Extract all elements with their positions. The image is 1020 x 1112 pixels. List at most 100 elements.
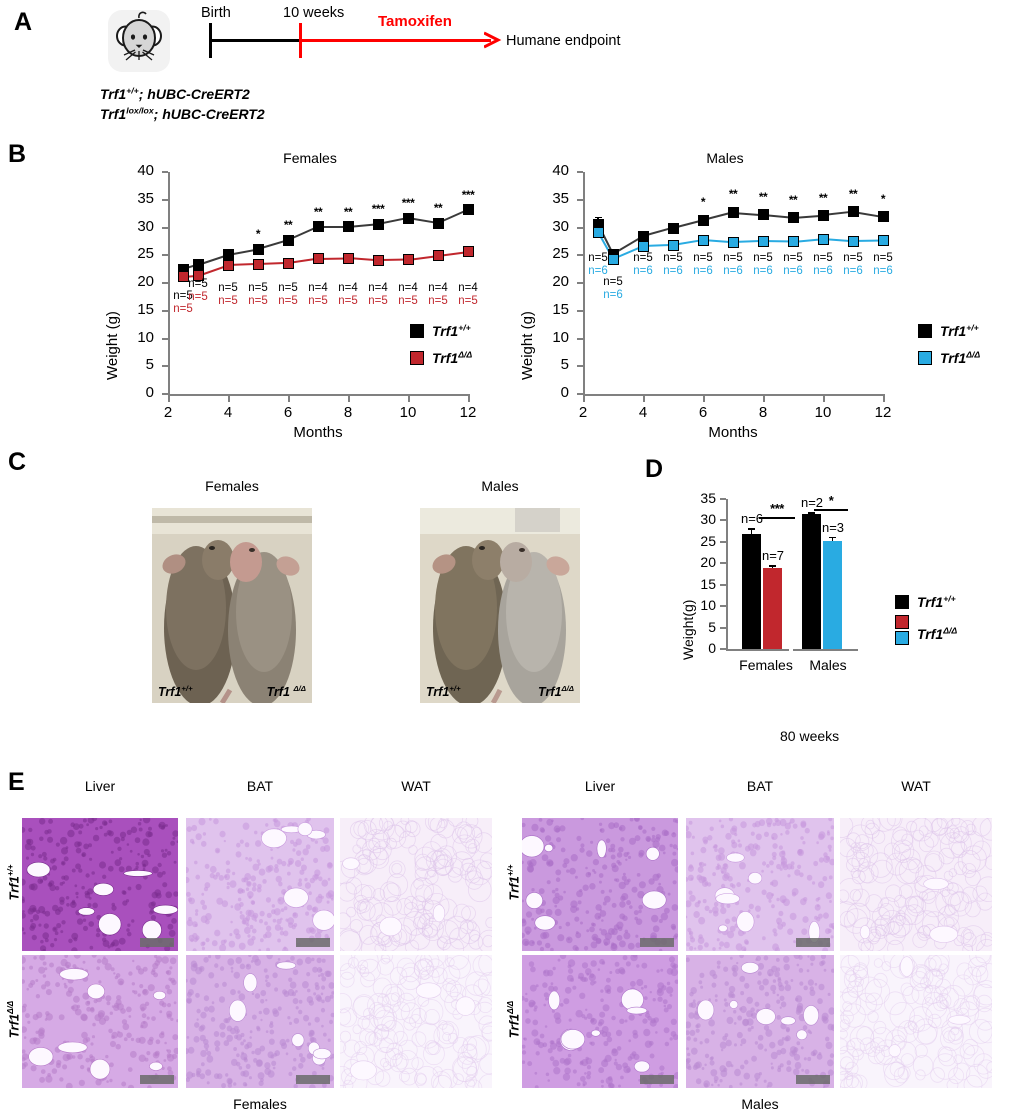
chart-title-males: Males	[575, 150, 875, 166]
x-tick	[763, 396, 765, 402]
legend-label-ko: Trf1Δ/Δ	[432, 350, 472, 366]
y-axis	[726, 499, 728, 650]
data-point-marker	[343, 221, 354, 232]
data-point-marker	[253, 244, 264, 255]
sample-size-label-ko: n=5	[362, 295, 394, 307]
legend-swatch-wt	[410, 324, 424, 338]
data-point-marker	[373, 219, 384, 230]
histology-image-bat-wt	[686, 818, 834, 951]
data-point-marker	[463, 204, 474, 215]
y-tick-label: 30	[543, 218, 569, 235]
legend-label-wt: Trf1+/+	[940, 323, 979, 339]
panel-letter-b: B	[8, 140, 26, 169]
y-tick-label: 20	[690, 554, 716, 570]
data-point-marker	[668, 223, 679, 234]
x-tick	[288, 396, 290, 402]
scale-bar	[796, 1075, 830, 1084]
significance-bar	[759, 517, 795, 519]
x-tick	[643, 396, 645, 402]
y-tick-label: 35	[128, 190, 154, 207]
sample-size-label-ko: n=6	[717, 265, 749, 277]
data-point-marker	[283, 258, 294, 269]
sample-size-label-wt: n=5	[777, 252, 809, 264]
sample-size-label-wt: n=4	[422, 282, 454, 294]
histology-image-wat-wt	[840, 818, 992, 951]
sample-size-label-ko: n=5	[422, 295, 454, 307]
y-tick	[162, 393, 168, 395]
y-tick-label: 35	[690, 490, 716, 506]
y-tick	[720, 605, 726, 607]
x-tick	[408, 396, 410, 402]
x-axis-label-males: Months	[583, 424, 883, 441]
y-tick	[720, 627, 726, 629]
sample-size-label: n=3	[815, 520, 851, 535]
legend-row-ko: Trf1Δ/Δ	[410, 349, 472, 367]
x-tick-label: 4	[630, 404, 656, 421]
data-point-marker	[313, 221, 324, 232]
legend-swatch-wt	[895, 595, 909, 609]
data-point-marker	[698, 235, 709, 246]
y-tick	[577, 338, 583, 340]
y-tick	[162, 199, 168, 201]
y-tick-label: 40	[543, 162, 569, 179]
data-point-marker	[758, 209, 769, 220]
timeline-tamoxifen-segment	[301, 39, 491, 42]
data-point-marker	[253, 259, 264, 270]
y-tick	[162, 227, 168, 229]
sample-size-label-ko: n=6	[597, 289, 629, 301]
sample-size-label-ko: n=6	[747, 265, 779, 277]
x-axis	[583, 394, 885, 396]
x-tick	[228, 396, 230, 402]
significance-marker: *	[691, 195, 715, 209]
timeline-arrow-icon	[484, 31, 504, 54]
legend-label-wt: Trf1+/+	[917, 594, 956, 610]
data-point-marker	[878, 211, 889, 222]
x-tick-label: 10	[810, 404, 836, 421]
data-point-marker	[818, 210, 829, 221]
data-point-marker	[818, 234, 829, 245]
sample-size-label-wt: n=5	[212, 282, 244, 294]
y-tick-label: 30	[128, 218, 154, 235]
x-tick-label: 8	[335, 404, 361, 421]
y-tick	[720, 584, 726, 586]
significance-marker: **	[751, 190, 775, 204]
x-tick	[703, 396, 705, 402]
data-point-marker	[433, 250, 444, 261]
significance-marker: **	[426, 201, 450, 215]
y-tick-label: 40	[128, 162, 154, 179]
sample-size-label-wt: n=4	[362, 282, 394, 294]
y-tick-label: 25	[690, 533, 716, 549]
y-tick-label: 20	[128, 273, 154, 290]
y-tick-label: 10	[543, 329, 569, 346]
category-label-females: Females	[734, 657, 798, 673]
y-tick	[577, 393, 583, 395]
y-tick-label: 0	[543, 384, 569, 401]
sample-size-label-ko: n=5	[242, 295, 274, 307]
y-tick	[162, 338, 168, 340]
panel-d-caption: 80 weeks	[780, 728, 839, 744]
x-tick-label: 10	[395, 404, 421, 421]
y-tick-label: 25	[543, 245, 569, 262]
sample-size-label: n=7	[755, 548, 791, 563]
panel-letter-d: D	[645, 455, 663, 484]
data-point-marker	[463, 246, 474, 257]
row-label-ko: Trf1Δ/Δ	[507, 989, 522, 1049]
sample-size-label-wt: n=4	[302, 282, 334, 294]
legend-row-wt: Trf1+/+	[918, 322, 980, 340]
y-tick-label: 30	[690, 511, 716, 527]
group-caption-males: Males	[686, 1096, 834, 1112]
y-axis-label-males: Weight (g)	[519, 311, 536, 380]
x-tick	[583, 396, 585, 402]
sample-size-label-wt: n=5	[747, 252, 779, 264]
significance-marker: **	[276, 218, 300, 232]
legend-label-ko: Trf1Δ/Δ	[917, 626, 957, 642]
sample-size-label-ko: n=6	[627, 265, 659, 277]
y-tick-label: 0	[128, 384, 154, 401]
bar-females	[763, 568, 782, 649]
males-legend: Trf1+/+ Trf1Δ/Δ	[918, 322, 980, 376]
genotype-gene: Trf1	[100, 106, 126, 122]
y-axis	[168, 172, 170, 395]
scale-bar	[296, 938, 330, 947]
photo-label-wt-males: Trf1+/+	[426, 685, 461, 699]
significance-marker: **	[721, 187, 745, 201]
